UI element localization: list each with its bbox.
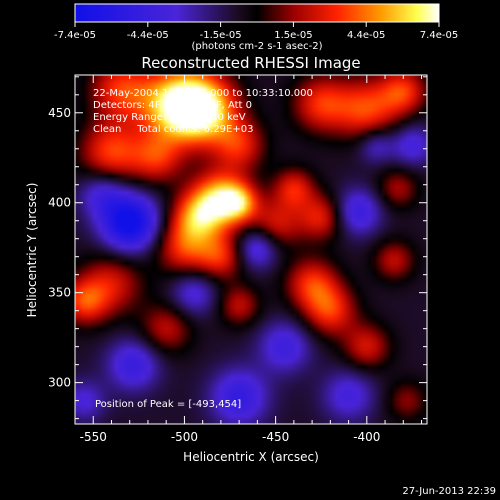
y-axis-label: Heliocentric Y (arcsec) xyxy=(25,183,39,318)
colorbar-tick-label: -4.4e-05 xyxy=(127,30,169,41)
heatmap-image xyxy=(75,75,427,424)
colorbar-units-label: (photons cm-2 s-1 asec-2) xyxy=(191,41,322,52)
peak-position-label: Position of Peak = [-493,454] xyxy=(95,399,241,410)
x-tick-label: -400 xyxy=(353,430,380,444)
info-time-range: 22-May-2004 10:27:10.000 to 10:33:10.000 xyxy=(93,88,313,99)
colorbar-tick-label: 4.4e-05 xyxy=(347,30,385,41)
y-tick-label: 400 xyxy=(48,196,71,210)
x-tick-label: -550 xyxy=(80,430,107,444)
x-axis-label: Heliocentric X (arcsec) xyxy=(183,450,319,464)
y-axis: 300 350 400 450 xyxy=(48,76,427,420)
footer-timestamp: 27-Jun-2013 22:39 xyxy=(402,486,496,497)
chart-title: Reconstructed RHESSI Image xyxy=(141,54,360,72)
y-tick-label: 350 xyxy=(48,286,71,300)
observation-info: 22-May-2004 10:27:10.000 to 10:33:10.000… xyxy=(93,88,313,135)
x-tick-label: -500 xyxy=(171,430,198,444)
y-tick-label: 450 xyxy=(48,106,71,120)
colorbar-ticks: -7.4e-05 -4.4e-05 -1.5e-05 1.5e-05 4.4e-05 7.… xyxy=(54,22,458,41)
info-total-counts: Clean Total counts: 6.29E+03 xyxy=(93,124,253,135)
info-detectors: Detectors: 4F 5F 6F 7F 8F, Att 0 xyxy=(93,100,252,111)
x-axis: -550 -500 -450 -400 xyxy=(74,75,423,444)
colorbar-tick-label: 7.4e-05 xyxy=(420,30,458,41)
info-energy-range: Energy Range: 25.0 - 50.0 keV xyxy=(93,112,246,123)
plot-frame xyxy=(74,74,428,425)
colorbar xyxy=(74,3,440,23)
colorbar-tick-label: -7.4e-05 xyxy=(54,30,96,41)
colorbar-tick-label: -1.5e-05 xyxy=(200,30,242,41)
y-tick-label: 300 xyxy=(48,376,71,390)
x-tick-label: -450 xyxy=(262,430,289,444)
colorbar-tick-label: 1.5e-05 xyxy=(274,30,312,41)
